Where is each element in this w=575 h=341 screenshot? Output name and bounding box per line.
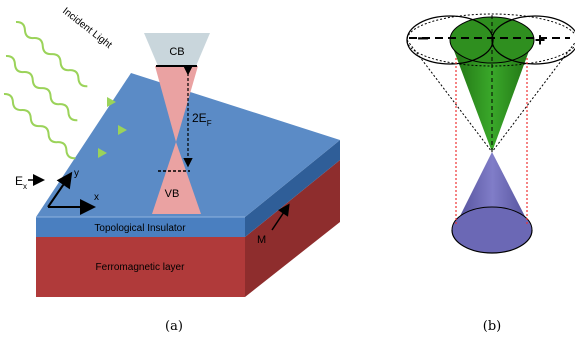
magnetization-label: M bbox=[257, 234, 266, 246]
ti-layer-label: Topological Insulator bbox=[94, 223, 186, 234]
cb-label: CB bbox=[169, 46, 184, 58]
fm-layer-side bbox=[245, 160, 340, 297]
incident-light-waves bbox=[3, 20, 88, 160]
gap-label: 2EF bbox=[192, 111, 212, 128]
caption-b: (b) bbox=[483, 319, 501, 334]
ti-layer-front bbox=[36, 217, 245, 237]
cb-box bbox=[144, 33, 210, 66]
minus-sign: − bbox=[417, 28, 429, 50]
incident-light-arrowheads bbox=[98, 97, 127, 158]
fm-layer-front bbox=[36, 237, 245, 297]
caption-a: (a) bbox=[165, 319, 183, 334]
field-label: Ex bbox=[15, 174, 27, 191]
fm-layer-label: Ferromagnetic layer bbox=[96, 262, 186, 273]
lower-cone-rim-front bbox=[451, 229, 533, 254]
lower-cone-bottom bbox=[452, 207, 532, 253]
dirac-cone-lower bbox=[152, 142, 201, 214]
lower-cone-rim-back bbox=[451, 206, 533, 231]
ti-layer-side bbox=[245, 140, 340, 237]
axis-x-label: x bbox=[94, 192, 99, 203]
axis-y-arrow bbox=[47, 171, 73, 208]
incident-light-label: Incident Light bbox=[60, 6, 114, 51]
plus-sign: + bbox=[535, 30, 546, 50]
vb-label: VB bbox=[165, 188, 180, 200]
panel-a: CB VB 2EF Incident Light Ex x y bbox=[3, 6, 340, 334]
magnetization-arrow bbox=[271, 203, 290, 231]
panel-b: − + (b) bbox=[406, 13, 575, 334]
axis-y-label: y bbox=[74, 168, 79, 179]
